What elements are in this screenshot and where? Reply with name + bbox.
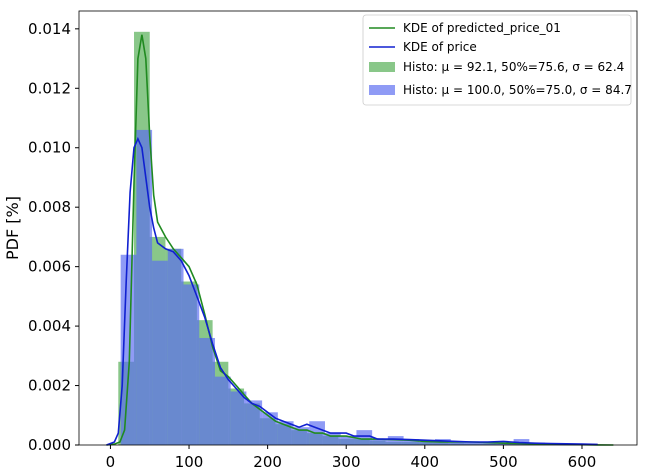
y-tick-label: 0.000: [28, 436, 71, 454]
legend-histo-price-label: Histo: μ = 100.0, 50%=75.0, σ = 84.7: [403, 83, 632, 97]
histo-price-bar: [152, 260, 168, 445]
histo-price-bar: [372, 439, 388, 445]
histo-price-bar: [466, 442, 483, 445]
y-tick-label: 0.012: [28, 79, 71, 97]
legend-histo-predicted-swatch: [369, 62, 395, 72]
histo-price-bar: [450, 442, 467, 445]
histo-price-bar: [340, 436, 357, 445]
x-tick-label: 0: [106, 453, 116, 471]
x-tick-label: 100: [175, 453, 204, 471]
y-tick-label: 0.004: [28, 317, 71, 335]
legend-kde-price-label: KDE of price: [403, 40, 477, 54]
y-axis-label: PDF [%]: [3, 196, 22, 260]
x-tick-label: 600: [568, 453, 597, 471]
x-tick-label: 500: [489, 453, 518, 471]
histogram-price: [120, 129, 577, 445]
histo-price-bar: [419, 442, 436, 445]
histo-price-bar: [482, 442, 498, 445]
histo-price-bar: [183, 284, 200, 445]
plot-frame: [78, 10, 638, 446]
histo-price-bar: [497, 443, 514, 445]
legend-histo-price-swatch: [369, 85, 395, 95]
y-axis: 0.000 0.002 0.004 0.006 0.008 0.010 0.012 0.014: [28, 20, 79, 454]
histo-price-bar: [324, 433, 341, 445]
legend: KDE of predicted_price_01 KDE of price H…: [362, 14, 632, 106]
y-tick-label: 0.014: [28, 20, 71, 38]
kde-price-line: [106, 136, 598, 446]
x-tick-label: 200: [253, 453, 282, 471]
histo-price-bar: [214, 376, 231, 445]
histo-price-bar: [293, 427, 310, 445]
y-tick-label: 0.010: [28, 139, 71, 157]
histo-price-bar: [120, 254, 137, 445]
histo-price-bar: [387, 436, 404, 445]
legend-box: [362, 14, 632, 106]
x-tick-label: 400: [410, 453, 439, 471]
legend-kde-predicted-label: KDE of predicted_price_01: [403, 21, 561, 35]
histo-price-bar: [246, 400, 263, 445]
x-tick-label: 300: [332, 453, 361, 471]
histo-price-bar: [403, 439, 420, 445]
histo-price-bar: [167, 248, 184, 445]
histo-price-bar: [199, 337, 215, 445]
y-tick-label: 0.006: [28, 258, 71, 276]
legend-histo-predicted-label: Histo: μ = 92.1, 50%=75.6, σ = 62.4: [403, 60, 624, 74]
histo-price-bar: [230, 391, 247, 445]
x-axis: 0 100 200 300 400 500 600: [106, 445, 597, 471]
y-tick-label: 0.008: [28, 198, 71, 216]
y-tick-label: 0.002: [28, 377, 71, 395]
histo-price-bar: [356, 430, 373, 445]
histo-price-bar: [136, 129, 153, 445]
